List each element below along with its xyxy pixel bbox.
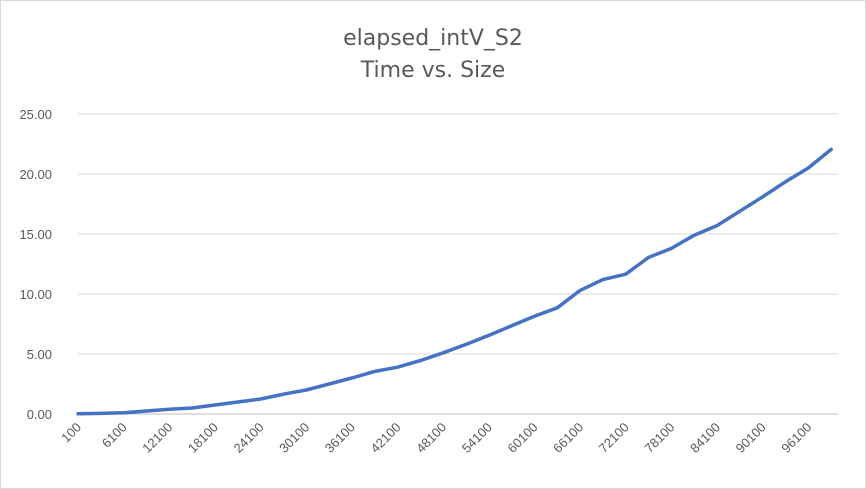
- y-tick-label: 25.00: [19, 107, 52, 122]
- y-tick-label: 10.00: [19, 287, 52, 302]
- x-tick-label: 6100: [99, 420, 130, 451]
- x-tick-label: 42100: [367, 420, 403, 456]
- y-tick-label: 5.00: [27, 347, 52, 362]
- x-tick-label: 48100: [413, 420, 449, 456]
- series-line: [76, 147, 833, 416]
- y-axis-tick-labels: 0.00 5.00 10.00 15.00 20.00 25.00: [19, 107, 52, 422]
- x-tick-label: 90100: [733, 420, 769, 456]
- chart-subtitle: Time vs. Size: [360, 58, 506, 83]
- x-tick-label: 96100: [778, 420, 814, 456]
- y-tick-label: 0.00: [27, 407, 52, 422]
- x-tick-label: 54100: [459, 420, 495, 456]
- x-tick-label: 36100: [322, 420, 358, 456]
- x-tick-label: 12100: [139, 420, 175, 456]
- y-tick-label: 15.00: [19, 227, 52, 242]
- y-tick-label: 20.00: [19, 167, 52, 182]
- x-tick-label: 84100: [687, 420, 723, 456]
- x-axis-tick-labels: 100 6100 12100 18100 24100 30100 36100 42100 481…: [58, 420, 814, 456]
- x-tick-label: 18100: [185, 420, 221, 456]
- x-tick-label: 66100: [550, 420, 586, 456]
- chart-title: elapsed_intV_S2: [343, 26, 523, 51]
- series-layer: [76, 147, 833, 416]
- x-tick-label: 72100: [596, 420, 632, 456]
- x-tick-label: 78100: [641, 420, 677, 456]
- x-tick-label: 30100: [276, 420, 312, 456]
- x-tick-label: 100: [58, 420, 84, 446]
- gridlines: [78, 113, 838, 415]
- x-tick-label: 60100: [504, 420, 540, 456]
- x-tick-label: 24100: [231, 420, 267, 456]
